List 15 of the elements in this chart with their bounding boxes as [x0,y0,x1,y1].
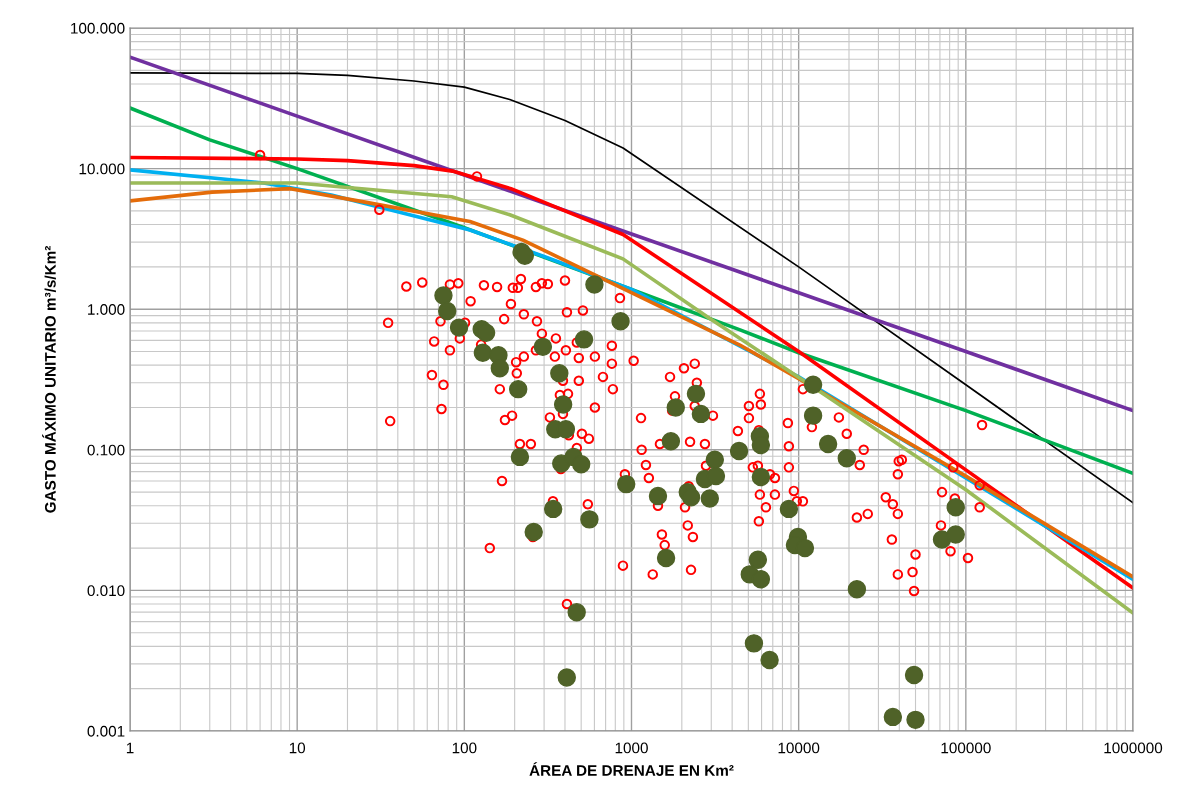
y-tick-label: 0.001 [87,725,125,737]
x-tick-label: 1 [126,742,134,754]
y-tick-label: 1.000 [88,304,125,315]
x-tick-label: 1000 [615,742,648,754]
y-tick-label: 10.000 [79,163,125,175]
y-tick-label: 100.000 [71,22,125,34]
x-tick-label: 10 [289,742,306,754]
x-axis-title: ÁREA DE DRENAJE EN Km² [529,762,734,776]
x-tick-label: 100000 [941,742,991,754]
x-tick-label: 10000 [778,742,820,754]
x-tick-label: 100 [452,742,477,754]
x-tick-label: 1000000 [1104,742,1163,754]
y-axis-title: GASTO MÁXIMO UNITARIO m³/s/Km² [42,245,56,513]
y-tick-label: 0.100 [87,444,125,456]
y-tick-label: 0.010 [87,585,125,597]
